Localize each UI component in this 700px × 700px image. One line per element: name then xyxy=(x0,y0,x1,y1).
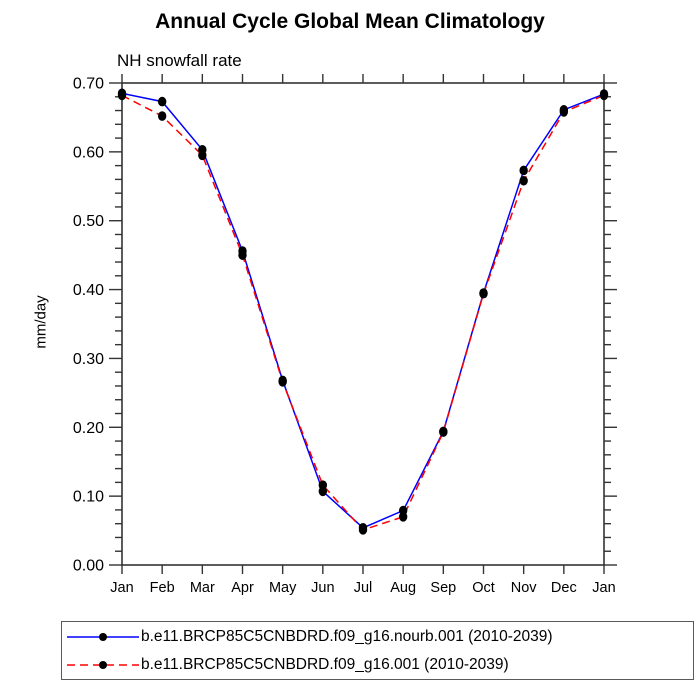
data-point xyxy=(238,250,247,260)
data-point xyxy=(157,111,167,121)
axis-frame xyxy=(121,82,605,566)
data-point xyxy=(519,165,528,176)
x-tick-label: Oct xyxy=(472,580,495,596)
legend-line-dashed-icon xyxy=(67,660,139,669)
x-tick-label: Nov xyxy=(511,580,538,596)
data-point xyxy=(599,90,609,101)
data-point xyxy=(479,288,488,299)
x-tick-label: Jul xyxy=(354,580,373,596)
legend-label-base: b.e11.BRCP85C5CNBDRD.f09_g16.001 (2010-2… xyxy=(141,655,509,673)
x-tick-label: Dec xyxy=(551,580,577,596)
x-tick-label: Mar xyxy=(190,580,215,596)
data-point xyxy=(559,107,569,117)
chart-subtitle: NH snowfall rate xyxy=(117,51,242,70)
y-tick-label: 0.30 xyxy=(73,351,104,368)
data-point xyxy=(519,175,528,186)
data-point xyxy=(157,96,167,107)
x-tick-label: May xyxy=(269,580,297,596)
data-point xyxy=(439,427,448,437)
y-tick-label: 0.40 xyxy=(73,282,104,299)
x-tick-label: Jun xyxy=(311,580,334,596)
x-tick-label: Sep xyxy=(430,580,456,596)
data-point xyxy=(398,512,408,522)
y-tick-label: 0.60 xyxy=(73,144,104,161)
x-tick-label: Apr xyxy=(231,580,254,596)
y-tick-label: 0.00 xyxy=(73,558,104,575)
legend-box: b.e11.BRCP85C5CNBDRD.f09_g16.nourb.001 (… xyxy=(61,621,694,680)
legend-label-nourb: b.e11.BRCP85C5CNBDRD.f09_g16.nourb.001 (… xyxy=(141,627,553,645)
data-point xyxy=(117,90,127,101)
x-tick-label: Feb xyxy=(150,580,175,596)
series-line-1 xyxy=(121,94,605,531)
y-tick-label: 0.70 xyxy=(73,76,104,93)
y-tick-label: 0.20 xyxy=(73,420,104,437)
legend-sample-marker xyxy=(99,660,107,669)
legend-sample-marker xyxy=(99,632,107,641)
legend-row-base: b.e11.BRCP85C5CNBDRD.f09_g16.001 (2010-2… xyxy=(62,652,693,678)
series-line-0 xyxy=(121,92,605,529)
x-tick-label: Jan xyxy=(592,580,615,596)
data-point xyxy=(278,377,287,387)
plot-area: Jan Feb Mar Apr May Jun Jul Aug Sep Oct Nov Dec Jan 0… xyxy=(73,74,617,596)
y-tick-label: 0.10 xyxy=(73,489,104,506)
data-point xyxy=(198,150,207,161)
data-point xyxy=(318,480,328,490)
x-tick-label: Jan xyxy=(110,580,133,596)
y-tick-label: 0.50 xyxy=(73,213,104,230)
data-point xyxy=(358,525,368,535)
legend-line-solid-icon xyxy=(67,632,139,641)
legend-row-nourb: b.e11.BRCP85C5CNBDRD.f09_g16.nourb.001 (… xyxy=(62,624,693,650)
x-tick-label: Aug xyxy=(390,580,416,596)
chart-title: Annual Cycle Global Mean Climatology xyxy=(155,10,545,33)
